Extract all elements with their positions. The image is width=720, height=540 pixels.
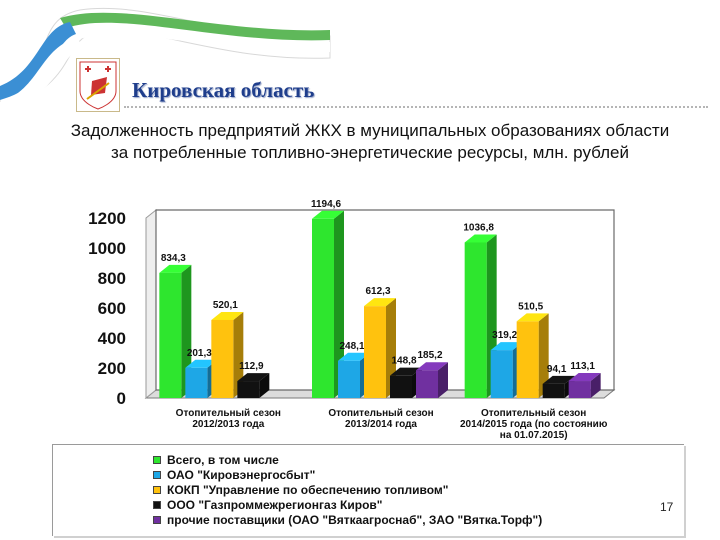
bar-side	[590, 373, 601, 398]
bar	[464, 242, 487, 398]
bar	[490, 350, 513, 398]
x-category-label: Отопительный сезон	[481, 408, 586, 419]
y-tick-label: 600	[98, 299, 126, 318]
data-label: 834,3	[161, 253, 186, 264]
legend-swatch	[153, 501, 161, 509]
legend-label: КОКП "Управление по обеспечению топливом…	[167, 483, 449, 497]
data-label: 612,3	[365, 286, 390, 297]
data-label: 113,1	[570, 361, 595, 372]
bar-side	[538, 313, 549, 398]
bar	[338, 360, 360, 398]
bar	[390, 375, 412, 398]
bar-top	[416, 362, 448, 371]
bar	[516, 321, 539, 398]
bar-top	[364, 298, 396, 307]
bar	[312, 218, 334, 398]
bar	[211, 319, 234, 398]
data-label: 201,3	[187, 348, 212, 359]
bar-side	[438, 362, 448, 398]
data-label: 510,5	[518, 301, 543, 312]
legend-item: Всего, в том числе	[153, 453, 279, 467]
data-label: 112,9	[239, 361, 264, 372]
legend-label: ОАО "Кировэнергосбыт"	[167, 468, 316, 482]
page-title: Задолженность предприятий ЖКХ в муниципа…	[70, 121, 670, 162]
bar-top	[516, 313, 549, 322]
bar	[159, 272, 182, 398]
data-label: 248,1	[339, 341, 364, 352]
legend-swatch	[153, 516, 161, 524]
chart-side-wall	[145, 208, 157, 400]
bar-top	[390, 367, 422, 376]
legend-label: ООО "Газпроммежрегионгаз Киров"	[167, 498, 383, 512]
bar-top	[490, 342, 523, 351]
bar-top	[338, 352, 370, 361]
data-label: 319,2	[492, 330, 517, 341]
bar-top	[185, 359, 218, 368]
legend-swatch	[153, 456, 161, 464]
bar	[416, 370, 438, 398]
bar-top	[542, 375, 575, 384]
legend-item: ООО "Газпроммежрегионгаз Киров"	[153, 498, 382, 512]
x-category-label: 2012/2013 года	[192, 419, 264, 430]
data-label: 148,8	[391, 356, 416, 367]
data-label: 1194,6	[311, 199, 341, 210]
x-category-label: Отопительный сезон	[176, 408, 281, 419]
bar-side	[259, 373, 270, 398]
bar-top	[159, 264, 192, 273]
bar	[364, 306, 386, 398]
bar-side	[233, 311, 244, 398]
y-tick-label: 800	[98, 269, 126, 288]
legend-swatch	[153, 471, 161, 479]
bar-side	[181, 264, 192, 398]
legend-item: ОАО "Кировэнергосбыт"	[153, 468, 315, 482]
bar-top	[211, 311, 244, 320]
chart-legend: Всего, в том числе ОАО "Кировэнергосбыт" К…	[52, 444, 684, 536]
y-tick-label: 400	[98, 329, 126, 348]
y-tick-label: 0	[117, 389, 126, 408]
data-label: 520,1	[213, 300, 238, 311]
bar	[185, 367, 208, 398]
y-tick-label: 200	[98, 359, 126, 378]
legend-item: прочие поставщики (ОАО "Вяткаагроснаб", …	[153, 513, 542, 527]
y-tick-label: 1200	[88, 209, 126, 228]
legend-item: КОКП "Управление по обеспечению топливом…	[153, 483, 448, 497]
region-name: Кировская область	[132, 78, 315, 102]
bar-top	[312, 210, 344, 219]
bar-top	[237, 373, 270, 382]
bar-top	[464, 234, 497, 243]
x-category-label: на 01.07.2015)	[500, 430, 568, 441]
data-label: 1036,8	[463, 222, 494, 233]
legend-label: прочие поставщики (ОАО "Вяткаагроснаб", …	[167, 513, 543, 527]
page-number: 17	[660, 500, 674, 514]
bar	[542, 383, 565, 398]
y-tick-label: 1000	[88, 239, 126, 258]
bar-top	[568, 373, 601, 382]
flag-ribbon	[0, 7, 331, 112]
x-category-label: 2013/2014 года	[345, 419, 417, 430]
bar-side	[334, 210, 344, 398]
bar	[568, 381, 591, 398]
legend-swatch	[153, 486, 161, 494]
legend-label: Всего, в том числе	[167, 453, 279, 467]
coat-of-arms-emblem	[76, 58, 120, 112]
data-label: 185,2	[417, 350, 442, 361]
bar	[237, 381, 260, 398]
data-label: 94,1	[547, 364, 567, 375]
x-category-label: 2014/2015 года (по состоянию	[460, 419, 608, 430]
x-category-label: Отопительный сезон	[328, 408, 433, 419]
header-divider	[124, 106, 708, 108]
